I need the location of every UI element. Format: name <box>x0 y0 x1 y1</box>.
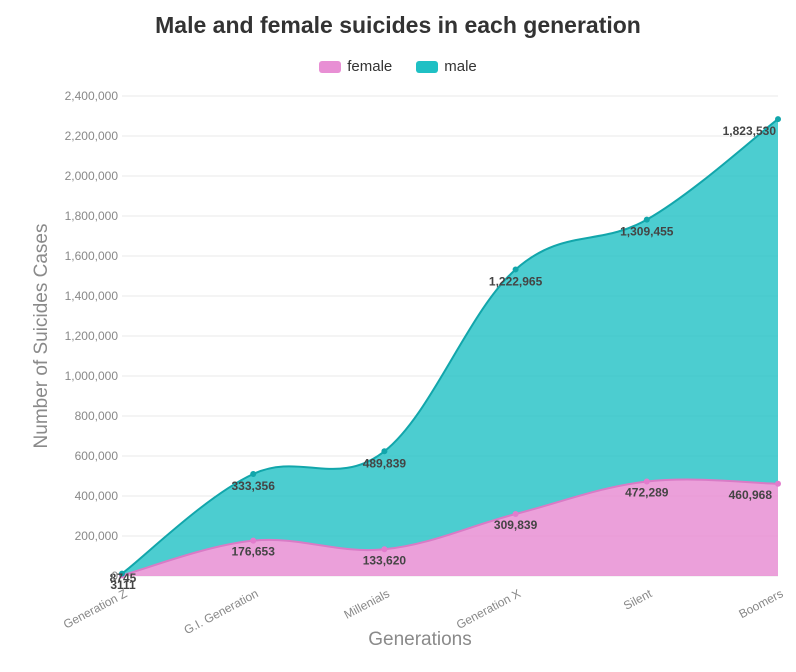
legend-item-male[interactable]: male <box>416 58 477 75</box>
data-label-female: 460,968 <box>729 488 773 502</box>
point-male <box>775 116 781 123</box>
y-tick-label: 1,800,000 <box>65 209 119 223</box>
y-tick-label: 1,600,000 <box>65 249 119 263</box>
data-label-male: 1,823,530 <box>723 124 777 138</box>
y-tick-label: 1,400,000 <box>65 289 119 303</box>
y-tick-label: 0 <box>111 569 118 583</box>
x-tick-label: Silent <box>621 586 655 613</box>
point-female <box>775 480 781 487</box>
area-female <box>122 479 778 576</box>
point-male <box>643 216 650 223</box>
chart-title: Male and female suicides in each generat… <box>155 12 641 38</box>
point-layer <box>119 116 781 579</box>
legend-swatch-male <box>416 60 439 73</box>
data-label-male: 489,839 <box>363 456 407 470</box>
data-label-male: 8745 <box>110 571 137 585</box>
line-male <box>121 118 779 575</box>
point-male <box>250 470 257 477</box>
data-labels: 3111 176,653 133,620 309,839 472,289 460,968 8… <box>110 124 777 592</box>
area-layer <box>121 118 779 577</box>
y-tick-label: 400,000 <box>75 489 119 503</box>
legend-label-male: male <box>444 58 477 75</box>
point-male <box>119 570 125 577</box>
legend-item-female[interactable]: female <box>319 58 392 75</box>
y-tick-label: 2,400,000 <box>65 89 119 103</box>
point-female <box>381 546 388 553</box>
x-axis-title: Generations <box>368 629 472 650</box>
data-label-female: 472,289 <box>625 486 669 500</box>
point-female <box>512 511 519 518</box>
point-male <box>512 266 519 273</box>
y-axis-title: Number of Suicides Cases <box>31 224 52 449</box>
legend-label-female: female <box>347 58 393 75</box>
y-tick-label: 1,200,000 <box>65 329 119 343</box>
data-label-male: 1,309,455 <box>620 225 674 239</box>
data-label-male: 333,356 <box>232 479 276 493</box>
point-male <box>381 448 388 455</box>
x-tick-label: G.I. Generation <box>182 586 261 637</box>
y-tick-label: 600,000 <box>75 449 119 463</box>
legend-swatch-female <box>319 60 342 73</box>
y-tick-label: 800,000 <box>75 409 119 423</box>
line-female <box>121 478 779 577</box>
data-label-female: 3111 <box>110 578 136 592</box>
x-tick-label: Boomers <box>736 586 785 621</box>
y-tick-label: 2,200,000 <box>65 129 119 143</box>
y-tick-label: 200,000 <box>75 529 119 543</box>
y-tick-label: 1,000,000 <box>65 369 119 383</box>
data-label-female: 133,620 <box>363 553 407 567</box>
data-label-male: 1,222,965 <box>489 274 543 288</box>
data-label-female: 309,839 <box>494 518 538 532</box>
data-label-female: 176,653 <box>232 545 276 559</box>
legend: female male <box>0 58 796 75</box>
point-female <box>643 478 650 485</box>
x-tick-label: Generation Z <box>61 586 129 631</box>
x-tick-label: Generation X <box>454 586 523 632</box>
x-tick-label: Millenials <box>342 586 392 622</box>
point-female <box>250 537 257 544</box>
y-tick-label: 2,000,000 <box>65 169 119 183</box>
